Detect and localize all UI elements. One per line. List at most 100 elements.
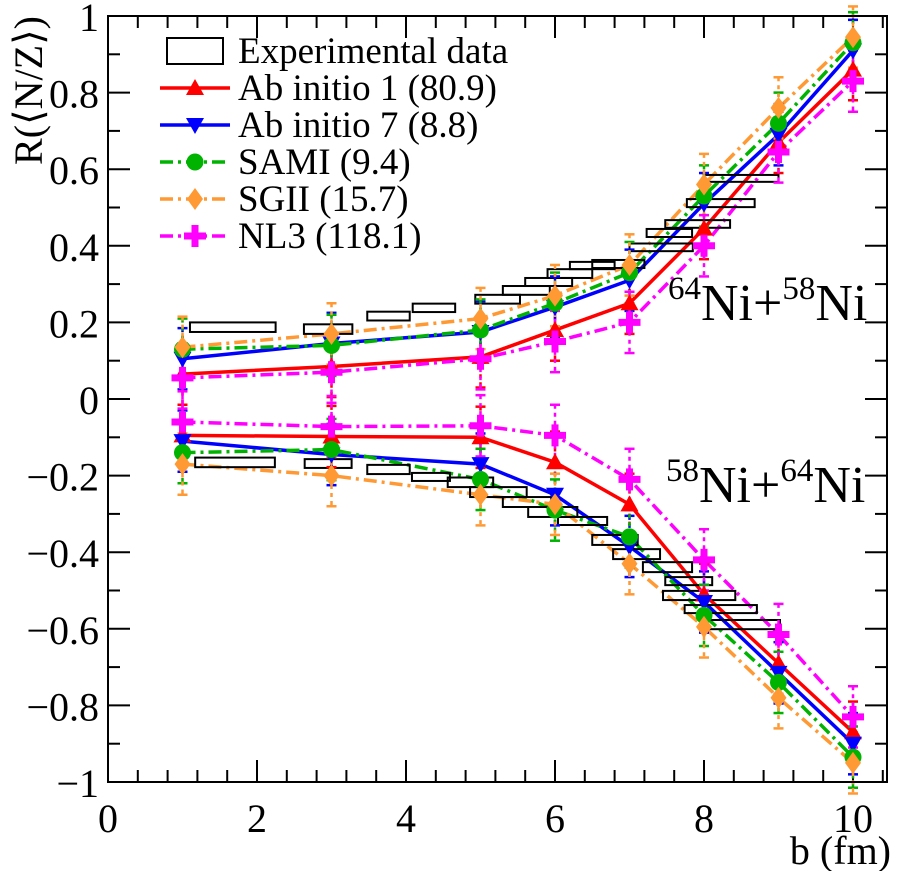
marker-diamond [770,96,787,119]
marker-circle [472,321,489,339]
plot-frame [107,15,888,783]
experimental-box [188,321,277,333]
marker-circle [323,336,340,354]
marker-triangle-down [769,665,788,682]
y-tick-label: 0.2 [49,301,99,346]
experimental-box [501,285,551,296]
marker-diamond [845,26,861,49]
annotation-upper-main1: Ni+ [701,275,782,332]
y-tick-label: 0.6 [49,148,99,193]
marker-circle [174,444,191,462]
marker-circle [695,606,713,624]
x-tick-label: 10 [833,796,873,841]
marker-triangle-up [546,321,564,338]
experimental-box [683,604,758,615]
experimental-box [664,219,732,229]
curve-lower [182,447,855,759]
curve-lower [182,433,855,734]
y-tick-label: −0.8 [26,684,99,729]
curve-upper [182,41,855,351]
marker-diamond [845,751,861,774]
curve-upper [182,79,855,380]
legend-sample-box [166,37,224,65]
y-tick-label: −0.4 [26,531,99,576]
experimental-box [556,515,609,527]
x-tick-label: 0 [98,796,118,841]
annotation-upper-reaction: 64Ni+58Ni [668,271,867,332]
marker-circle [472,470,489,488]
y-tick-label: 0 [79,378,99,423]
marker-diamond [323,322,340,345]
x-axis-label: b (fm) [790,828,891,871]
marker-triangle-down [769,127,788,144]
experimental-box [612,548,662,561]
marker-diamond [472,483,489,506]
legend-marks-layer [160,37,230,247]
legend-label-experimental: Experimental data [238,31,508,72]
legend-label-abinitio7: Ab initio 7 (8.8) [238,105,478,146]
experimental-box [411,302,457,314]
annotation-upper-sup1: 64 [668,271,701,307]
marker-triangle-up [844,723,862,740]
x-tick-label: 4 [396,796,416,841]
marker-triangle-up [620,495,639,512]
annotation-lower-main2: Ni [813,457,865,514]
annotation-lower-main1: Ni+ [699,457,780,514]
annotation-lower-sup1: 58 [666,453,699,489]
annotation-upper-sup2: 58 [782,271,815,307]
y-tick-label: 1 [79,0,99,40]
experimental-box [645,227,694,238]
marker-diamond [174,453,191,476]
marker-diamond [323,464,340,487]
marker-triangle-up [186,79,204,95]
marker-diamond [547,284,563,307]
marker-circle [323,441,340,459]
experimental-box [366,463,411,476]
marker-circle [621,528,638,546]
curve-upper [182,35,855,350]
marker-circle [770,673,787,691]
marker-diamond [472,307,489,330]
marker-triangle-down [471,457,490,474]
curve-upper [182,68,855,376]
experimental-box [703,173,780,183]
marker-triangle-down [186,118,204,134]
y-axis-label: R(⟨N/Z⟩) [6,16,51,165]
marker-diamond [696,615,712,638]
marker-diamond [174,336,191,359]
experimental-box [591,258,646,270]
y-tick-label: −0.2 [26,455,99,500]
markers-layer [171,26,864,774]
experimental-box [469,486,528,499]
model-curves-layer [182,35,855,765]
marker-diamond [547,493,563,516]
marker-triangle-down [173,434,192,451]
tick-labels-layer: 0 2 4 6 8 10 1 0.8 0.6 0.4 0.2 0 −0.2 −0.4 −0.6 −0.8 −1 [26,0,873,841]
x-tick-label: 6 [545,796,565,841]
marker-triangle-down [695,594,713,611]
marker-diamond [696,173,712,196]
x-tick-label: 2 [247,796,267,841]
y-tick-label: −0.6 [26,608,99,653]
legend-label-nl3: NL3 (118.1) [238,216,422,257]
experimental-box [366,310,411,322]
experimental-box [410,471,451,482]
marker-diamond [621,253,638,276]
curve-lower [182,420,855,719]
marker-circle [186,153,204,171]
experimental-box [474,293,521,305]
experimental-box [641,561,694,574]
experimental-box [628,242,694,253]
marker-triangle-up [546,453,564,470]
legend-label-sami: SAMI (9.4) [238,142,411,183]
legend: Experimental data Ab initio 1 (80.9) Ab … [238,31,508,257]
experimental-box [194,456,276,469]
y-tick-label: −1 [56,761,99,806]
y-tick-label: 0.4 [49,225,99,270]
annotation-lower-reaction: 58Ni+64Ni [666,453,865,514]
marker-diamond [621,552,638,575]
experimental-box [524,276,574,288]
y-tick-label: 0.8 [49,72,99,117]
